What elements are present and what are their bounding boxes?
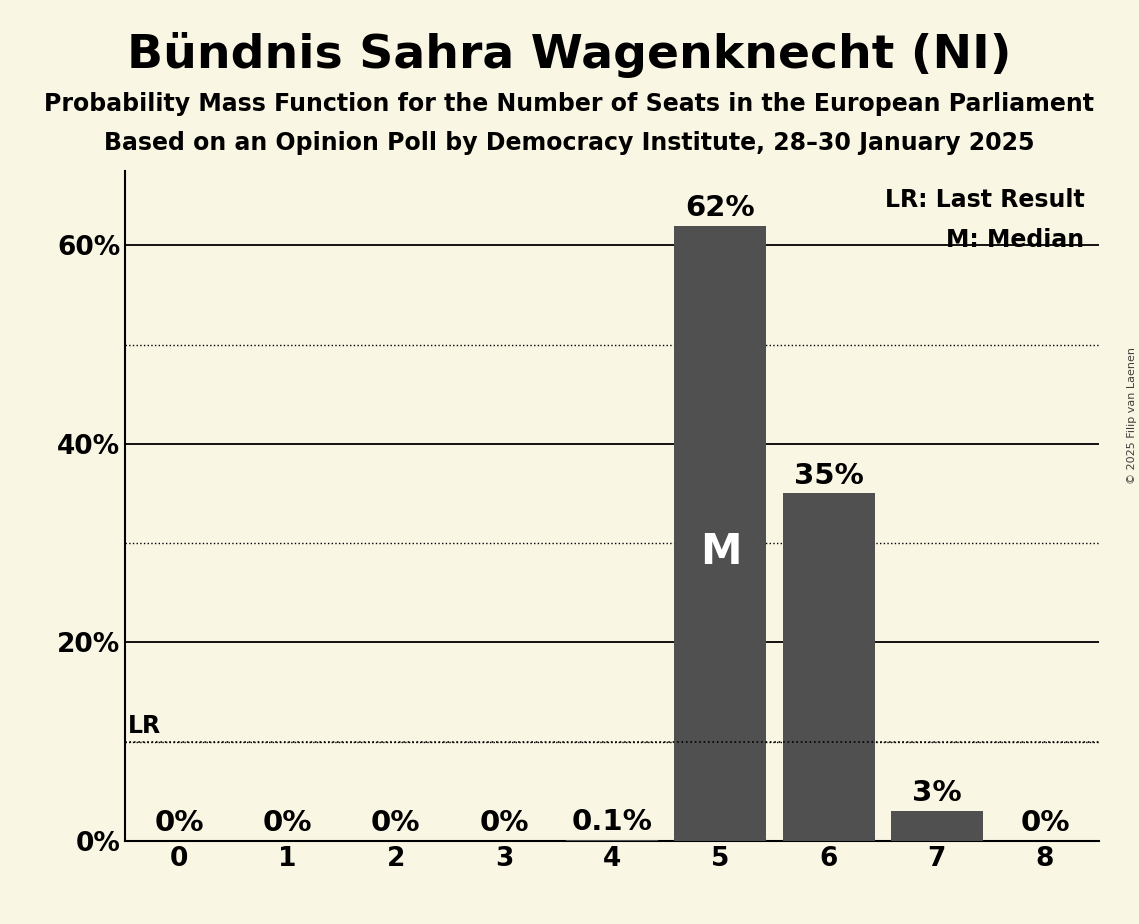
Text: 35%: 35% — [794, 461, 863, 490]
Text: 0%: 0% — [155, 808, 204, 837]
Bar — [782, 493, 875, 841]
Text: 62%: 62% — [686, 193, 755, 222]
Bar — [674, 225, 767, 841]
Text: 0.1%: 0.1% — [572, 808, 653, 836]
Text: 0%: 0% — [1021, 808, 1070, 837]
Text: Based on an Opinion Poll by Democracy Institute, 28–30 January 2025: Based on an Opinion Poll by Democracy In… — [105, 131, 1034, 155]
Text: 3%: 3% — [912, 779, 961, 807]
Text: 0%: 0% — [371, 808, 420, 837]
Text: Probability Mass Function for the Number of Seats in the European Parliament: Probability Mass Function for the Number… — [44, 92, 1095, 116]
Bar — [891, 811, 983, 841]
Text: © 2025 Filip van Laenen: © 2025 Filip van Laenen — [1126, 347, 1137, 484]
Text: Bündnis Sahra Wagenknecht (NI): Bündnis Sahra Wagenknecht (NI) — [128, 32, 1011, 79]
Text: LR: LR — [128, 713, 161, 737]
Text: M: M — [699, 530, 741, 573]
Text: 0%: 0% — [263, 808, 312, 837]
Bar — [566, 840, 658, 841]
Text: M: Median: M: Median — [947, 228, 1084, 252]
Text: LR: Last Result: LR: Last Result — [885, 188, 1084, 212]
Text: 0%: 0% — [480, 808, 528, 837]
